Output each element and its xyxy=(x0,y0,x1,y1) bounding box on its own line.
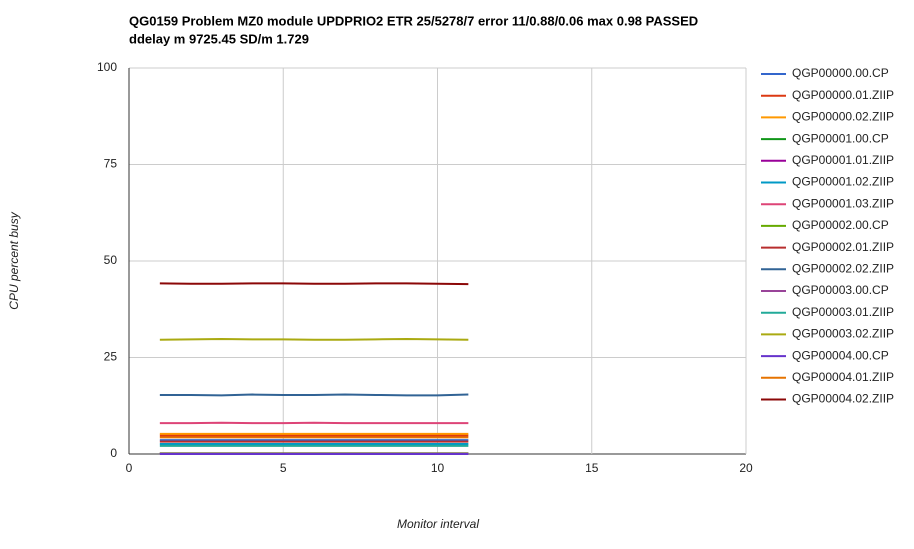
x-tick-label: 20 xyxy=(739,461,753,475)
y-tick-label: 50 xyxy=(104,253,118,267)
legend-label: QGP00004.02.ZIIP xyxy=(792,392,894,406)
legend-label: QGP00002.02.ZIIP xyxy=(792,261,894,275)
x-tick-label: 10 xyxy=(431,461,445,475)
legend-label: QGP00003.01.ZIIP xyxy=(792,305,894,319)
legend-label: QGP00003.02.ZIIP xyxy=(792,327,894,341)
y-tick-label: 0 xyxy=(110,446,117,460)
chart-subtitle: ddelay m 9725.45 SD/m 1.729 xyxy=(129,31,309,46)
legend-label: QGP00000.00.CP xyxy=(792,66,889,80)
x-tick-label: 15 xyxy=(585,461,599,475)
legend-label: QGP00001.01.ZIIP xyxy=(792,153,894,167)
x-tick-label: 0 xyxy=(126,461,133,475)
series-line xyxy=(159,393,469,397)
y-axis-title: CPU percent busy xyxy=(7,211,21,309)
legend-label: QGP00004.01.ZIIP xyxy=(792,370,894,384)
legend-label: QGP00001.03.ZIIP xyxy=(792,196,894,210)
series-line xyxy=(159,282,469,286)
legend-label: QGP00000.02.ZIIP xyxy=(792,110,894,124)
y-tick-label: 25 xyxy=(104,350,118,364)
legend-label: QGP00001.00.CP xyxy=(792,131,889,145)
legend-label: QGP00001.02.ZIIP xyxy=(792,175,894,189)
x-tick-label: 5 xyxy=(280,461,287,475)
series-line xyxy=(159,337,469,341)
legend-label: QGP00004.00.CP xyxy=(792,348,889,362)
x-axis-title: Monitor interval xyxy=(397,517,479,531)
y-tick-label: 100 xyxy=(97,60,117,74)
legend-label: QGP00003.00.CP xyxy=(792,283,889,297)
legend-label: QGP00002.01.ZIIP xyxy=(792,240,894,254)
y-tick-label: 75 xyxy=(104,157,118,171)
legend-label: QGP00000.01.ZIIP xyxy=(792,88,894,102)
legend-label: QGP00002.00.CP xyxy=(792,218,889,232)
chart-title: QG0159 Problem MZ0 module UPDPRIO2 ETR 2… xyxy=(129,13,698,28)
